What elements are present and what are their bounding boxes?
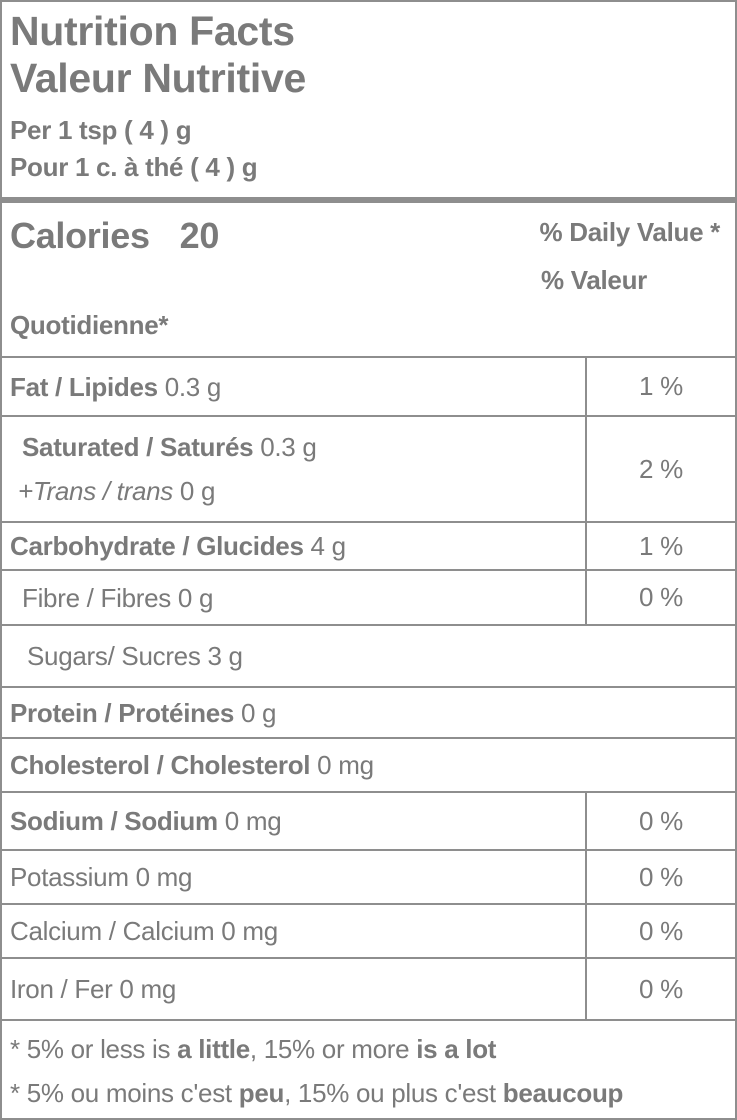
daily-value-cell: 0 % bbox=[585, 851, 735, 903]
daily-value-cell: 0 % bbox=[585, 793, 735, 849]
title-en: Nutrition Facts bbox=[10, 8, 295, 54]
footnote-fr: * 5% ou moins c'est peu, 15% ou plus c'e… bbox=[10, 1078, 624, 1108]
footnote-en: * 5% or less is a little, 15% or more is… bbox=[10, 1034, 497, 1064]
daily-value-cell: 0 % bbox=[585, 959, 735, 1019]
nutrient-label: Potassium 0 mg bbox=[10, 862, 193, 892]
nutrient-label: Cholesterol / Cholesterol 0 mg bbox=[10, 750, 374, 780]
serving-size-fr: Pour 1 c. à thé ( 4 ) g bbox=[10, 152, 258, 182]
nutrient-label: Protein / Protéines 0 g bbox=[10, 697, 277, 728]
nutrient-row-cholesterol: Cholesterol / Cholesterol 0 mg bbox=[2, 737, 735, 791]
nutrient-row-fat: Fat / Lipides 0.3 g 1 % bbox=[2, 358, 735, 415]
nutrient-row-protein: Protein / Protéines 0 g bbox=[2, 686, 735, 737]
nutrient-row-calcium: Calcium / Calcium 0 mg 0 % bbox=[2, 903, 735, 957]
daily-value-cell: 0 % bbox=[585, 905, 735, 957]
footnote-section: * 5% or less is a little, 15% or more is… bbox=[2, 1019, 735, 1118]
daily-value-cell: 1 % bbox=[585, 358, 735, 415]
header-section: Nutrition Facts Valeur Nutritive Per 1 t… bbox=[2, 2, 735, 203]
nutrient-label: Fibre / Fibres 0 g bbox=[22, 582, 214, 613]
nutrient-label: Saturated / Saturés 0.3 g bbox=[22, 432, 317, 462]
nutrient-label: Calcium / Calcium 0 mg bbox=[10, 916, 278, 946]
nutrient-row-saturated-trans: Saturated / Saturés 0.3 g +Trans / trans… bbox=[2, 415, 735, 521]
nutrient-row-carbohydrate: Carbohydrate / Glucides 4 g 1 % bbox=[2, 521, 735, 569]
daily-value-header-en: % Daily Value * bbox=[539, 217, 721, 247]
nutrient-row-iron: Iron / Fer 0 mg 0 % bbox=[2, 957, 735, 1019]
nutrient-label-trans: +Trans / trans 0 g bbox=[18, 476, 216, 506]
nutrient-label: Fat / Lipides 0.3 g bbox=[10, 371, 222, 402]
nutrient-row-potassium: Potassium 0 mg 0 % bbox=[2, 849, 735, 903]
calories-section: Calories 20 % Daily Value * % Valeur Quo… bbox=[2, 203, 735, 358]
nutrient-row-sugars: Sugars/ Sucres 3 g bbox=[2, 624, 735, 686]
nutrient-label: Sodium / Sodium 0 mg bbox=[10, 806, 282, 836]
daily-value-header-fr-line2: Quotidienne* bbox=[10, 310, 169, 340]
daily-value-cell: 0 % bbox=[585, 571, 735, 624]
nutrient-row-sodium: Sodium / Sodium 0 mg 0 % bbox=[2, 791, 735, 849]
daily-value-cell: 1 % bbox=[585, 523, 735, 569]
serving-size-en: Per 1 tsp ( 4 ) g bbox=[10, 115, 192, 145]
daily-value-header-fr-line1: % Valeur bbox=[541, 265, 647, 295]
title-fr: Valeur Nutritive bbox=[10, 55, 306, 101]
nutrient-label: Carbohydrate / Glucides 4 g bbox=[10, 531, 346, 561]
daily-value-cell: 2 % bbox=[585, 417, 735, 521]
nutrient-row-fibre: Fibre / Fibres 0 g 0 % bbox=[2, 569, 735, 624]
calories-value: 20 bbox=[179, 215, 220, 256]
nutrient-label: Sugars/ Sucres 3 g bbox=[27, 641, 243, 671]
calories-label: Calories bbox=[10, 215, 150, 256]
nutrient-label: Iron / Fer 0 mg bbox=[10, 974, 176, 1004]
